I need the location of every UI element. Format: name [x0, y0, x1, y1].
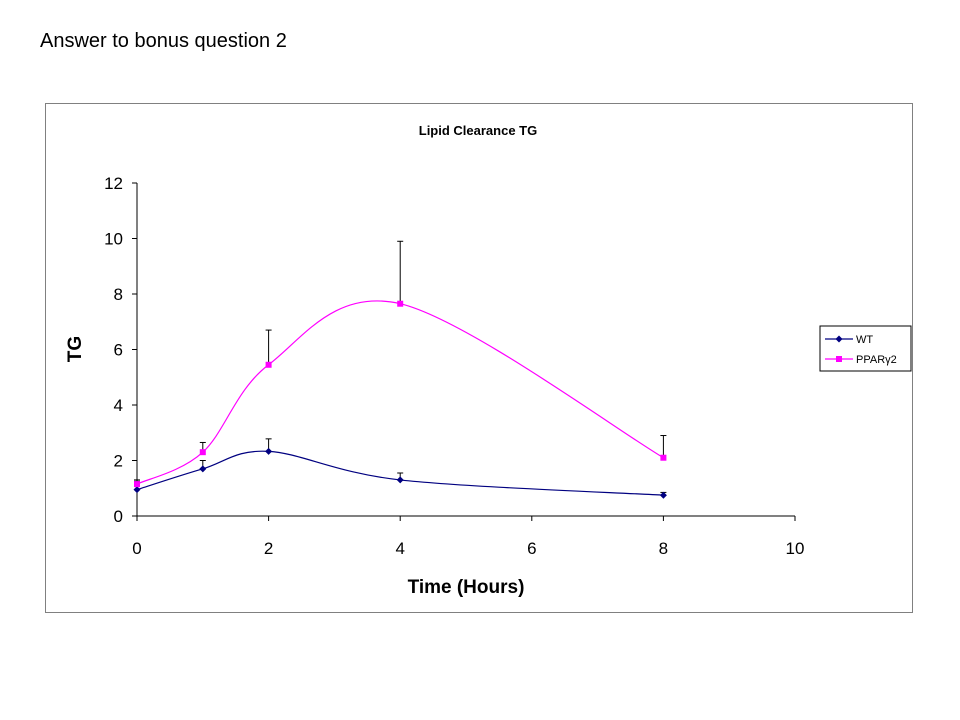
series-1	[134, 240, 667, 488]
plot-series	[133, 240, 667, 499]
x-ticks: 0 2 4 6 8 10	[132, 516, 804, 558]
data-point-diamond	[133, 486, 141, 494]
x-tick-label: 8	[659, 539, 668, 558]
x-tick-label: 0	[132, 539, 141, 558]
legend-marker-square	[836, 356, 842, 362]
x-tick-label: 10	[786, 539, 805, 558]
x-tick-label: 6	[527, 539, 536, 558]
y-tick-label: 8	[114, 285, 123, 304]
legend-box	[819, 325, 912, 372]
y-tick-label: 12	[104, 174, 123, 193]
data-point-square	[134, 481, 140, 488]
y-tick-label: 0	[114, 507, 123, 526]
legend: WT PPARγ2	[819, 325, 912, 372]
data-point-diamond	[396, 476, 404, 484]
slide-title: Answer to bonus question 2	[40, 30, 287, 52]
data-point-diamond	[659, 491, 667, 499]
y-tick-label: 10	[104, 230, 123, 249]
chart-title: Lipid Clearance TG	[419, 123, 537, 138]
data-point-diamond	[265, 447, 273, 455]
series-line	[136, 450, 664, 496]
legend-marker-diamond	[835, 335, 843, 343]
data-point-square	[265, 361, 272, 368]
legend-label: PPARγ2	[856, 354, 897, 366]
x-tick-label: 4	[395, 539, 404, 558]
x-tick-label: 2	[264, 539, 273, 558]
series-line	[136, 300, 664, 485]
data-point-square	[199, 449, 206, 456]
data-point-diamond	[199, 465, 207, 473]
y-tick-label: 6	[114, 341, 123, 360]
y-tick-label: 4	[114, 396, 123, 415]
legend-label: WT	[856, 334, 873, 346]
x-axis-title: Time (Hours)	[408, 577, 525, 598]
chart-frame	[45, 103, 913, 613]
y-ticks: 0 2 4 6 8 10 12	[104, 174, 137, 526]
data-point-square	[397, 300, 404, 307]
data-point-square	[660, 454, 667, 461]
y-tick-label: 2	[114, 452, 123, 471]
y-axis-title: TG	[65, 336, 86, 362]
legend-items: WT PPARγ2	[825, 334, 897, 366]
series-0	[133, 438, 667, 499]
